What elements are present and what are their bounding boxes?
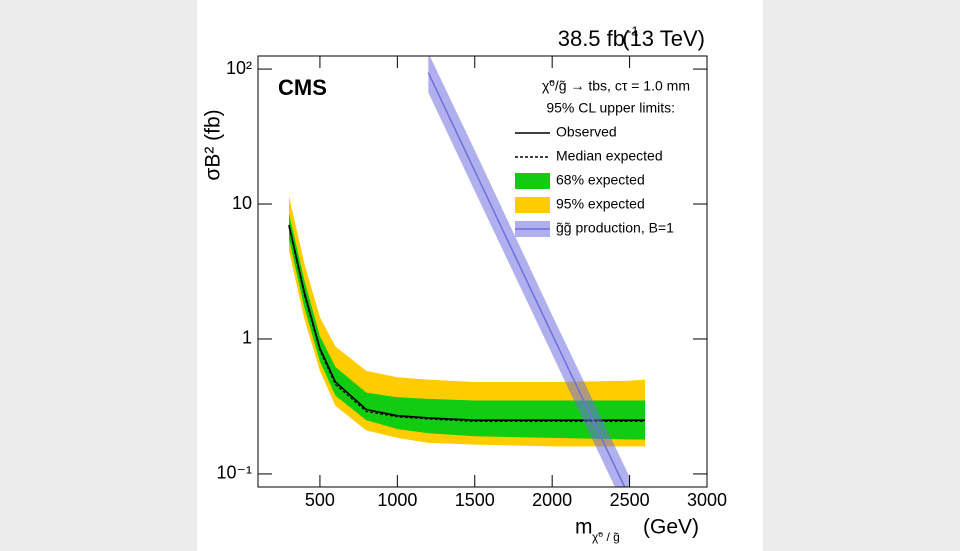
y-tick-label: 1: [242, 328, 252, 348]
band: [428, 56, 630, 487]
x-tick-label: 1500: [455, 490, 495, 510]
line: [288, 226, 646, 423]
panel: [197, 0, 763, 551]
lumi-sup: -1: [627, 23, 639, 38]
legend-swatch: [515, 173, 550, 189]
x-tick-label: 2000: [532, 490, 572, 510]
x-axis-label: m: [575, 516, 593, 539]
line: [288, 224, 646, 422]
y-tick-label: 10²: [226, 58, 252, 78]
y-tick-label: 10⁻¹: [216, 463, 252, 483]
y-tick-label: 10: [232, 193, 252, 213]
frame: [257, 55, 708, 488]
band: [288, 195, 646, 447]
lumi: 38.5 fb: [558, 26, 625, 51]
line: [427, 72, 626, 487]
legend-header: χ̃⁰/g̃ → tbs, cτ = 1.0 mm: [542, 78, 690, 94]
band: [288, 213, 646, 440]
energy: (13 TeV): [622, 26, 705, 51]
x-tick-label: 3000: [687, 490, 727, 510]
plot-area: [288, 56, 646, 487]
x-tick-label: 500: [305, 490, 335, 510]
legend-label: g̃g̃ production, B=1: [556, 220, 674, 236]
legend-label: Median expected: [556, 148, 663, 164]
legend-label: Observed: [556, 124, 617, 140]
legend-swatch: [515, 197, 550, 213]
x-axis-label-sub: χ̃⁰ / g̃: [592, 530, 620, 544]
x-tick-label: 2500: [610, 490, 650, 510]
x-tick-label: 1000: [377, 490, 417, 510]
y-axis-label: σB² (fb): [202, 109, 225, 180]
experiment: CMS: [278, 75, 327, 100]
legend-label: 68% expected: [556, 172, 645, 188]
legend-label: 95% expected: [556, 196, 645, 212]
legend-header: 95% CL upper limits:: [546, 100, 675, 116]
x-axis-unit: (GeV): [643, 516, 699, 539]
